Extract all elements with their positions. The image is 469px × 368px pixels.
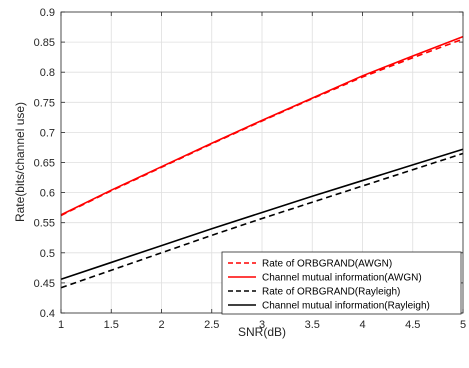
y-tick-label: 0.75: [34, 97, 55, 109]
y-tick-label: 0.6: [40, 188, 55, 200]
y-tick-label: 0.65: [34, 158, 55, 170]
y-tick-label: 0.85: [34, 37, 55, 49]
y-tick-label: 0.8: [40, 67, 55, 79]
series-line-3: [60, 152, 464, 289]
y-tick-label: 0.4: [40, 308, 55, 320]
x-tick-label: 4: [359, 319, 365, 331]
x-tick-label: 3.5: [305, 319, 320, 331]
y-tick-label: 0.55: [34, 218, 55, 230]
legend-box: [221, 251, 462, 315]
legend-label-2: Channel mutual information(AWGN): [262, 273, 422, 284]
x-tick-label: 3: [259, 319, 265, 331]
y-tick-label: 0.9: [40, 7, 55, 19]
x-tick-label: 5: [460, 319, 466, 331]
series-line-4: [60, 148, 464, 281]
x-axis-label: SNR(dB): [238, 325, 286, 339]
y-axis-label: Rate(bits/channel use): [13, 102, 27, 222]
legend-label-3: Rate of ORBGRAND(Rayleigh): [262, 287, 400, 298]
series-group: [60, 35, 464, 289]
legend: Rate of ORBGRAND(AWGN) Channel mutual inf…: [221, 251, 462, 315]
y-tick-label: 0.45: [34, 278, 55, 290]
series-line-2: [60, 35, 464, 216]
ticks: 1 1.5 2 2.5 3 3.5 4 4.5 5 0.4 0.45 0.5 0.55 0.6 0.65 0.…: [34, 7, 466, 331]
legend-label-4: Channel mutual information(Rayleigh): [262, 301, 430, 312]
x-tick-label: 2.5: [204, 319, 219, 331]
x-tick-label: 1: [58, 319, 64, 331]
y-tick-label: 0.7: [40, 127, 55, 139]
legend-label-1: Rate of ORBGRAND(AWGN): [262, 259, 392, 270]
x-tick-label: 2: [158, 319, 164, 331]
x-tick-label: 1.5: [104, 319, 119, 331]
y-tick-label: 0.5: [40, 248, 55, 260]
x-tick-label: 4.5: [405, 319, 420, 331]
